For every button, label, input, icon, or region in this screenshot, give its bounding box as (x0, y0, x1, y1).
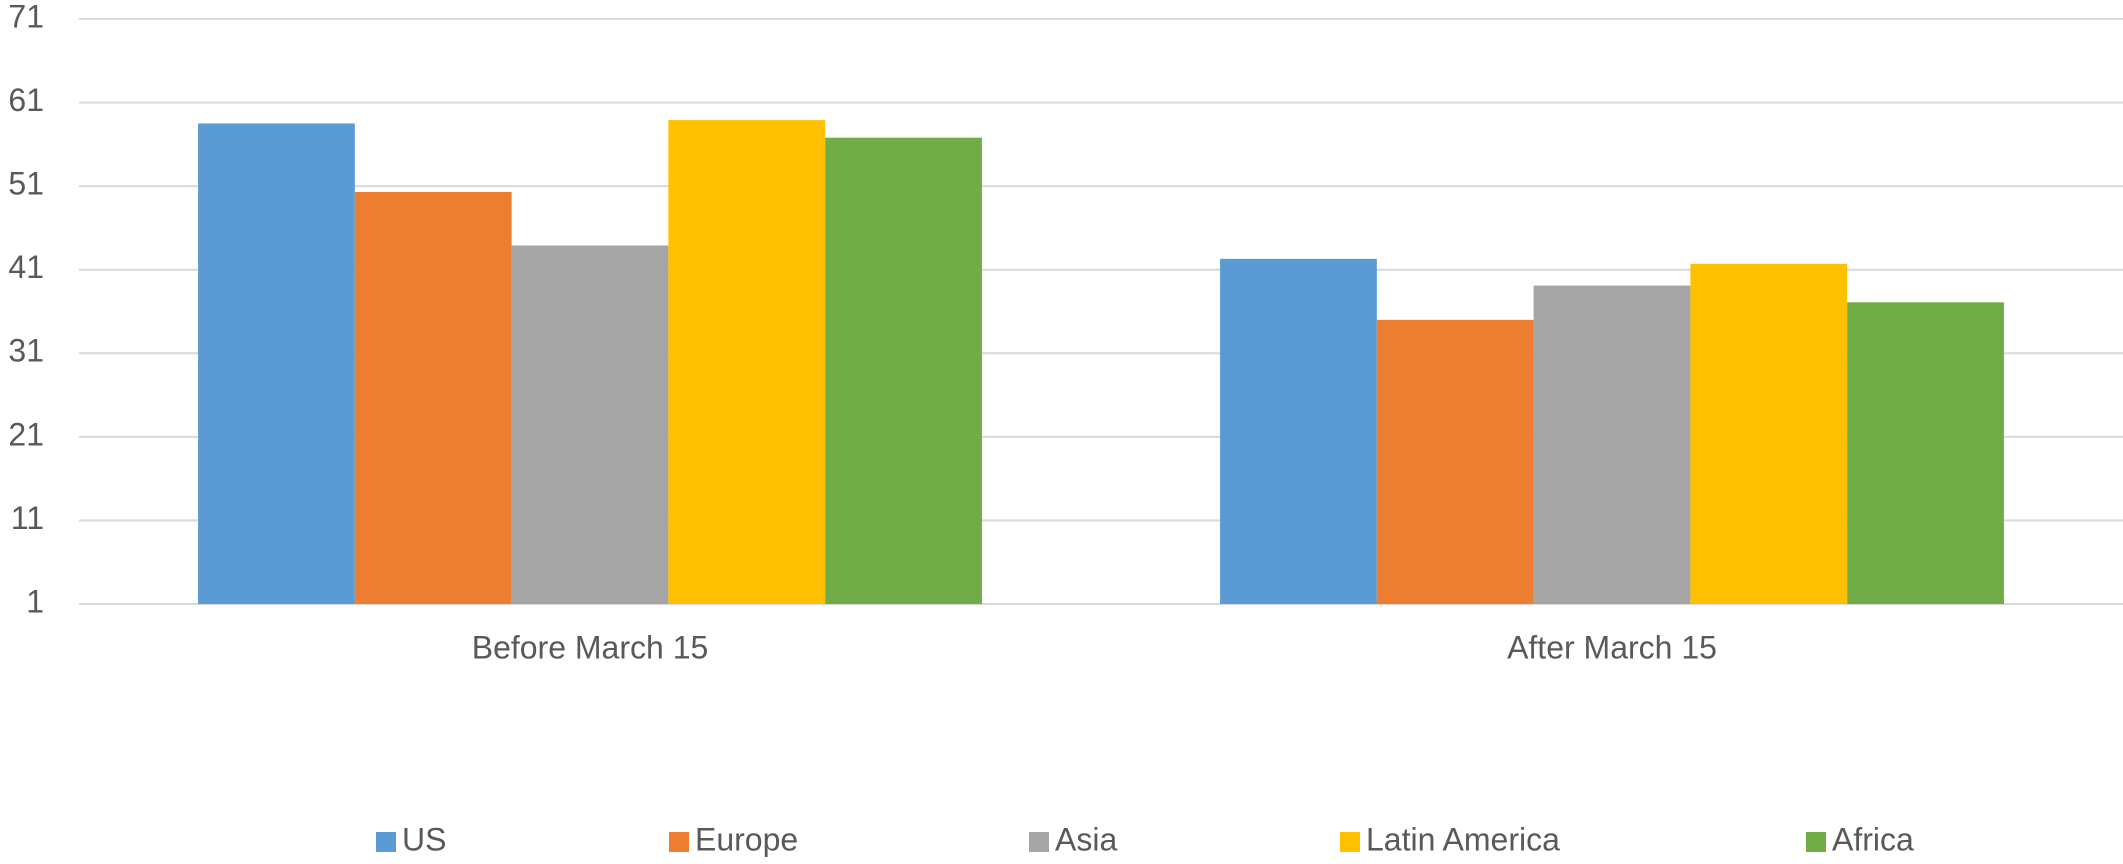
y-tick-label: 51 (8, 166, 44, 202)
legend-label: US (402, 821, 446, 857)
legend-swatch (1340, 832, 1360, 852)
y-tick-label: 41 (8, 249, 44, 285)
legend-swatch (1029, 832, 1049, 852)
legend-label: Asia (1055, 821, 1117, 857)
bar (825, 137, 982, 604)
legend-swatch (1806, 832, 1826, 852)
bar (668, 120, 826, 604)
legend-swatch (376, 832, 396, 852)
legend-label: Africa (1832, 821, 1914, 857)
legend-label: Latin America (1366, 821, 1560, 857)
y-tick-label: 31 (8, 333, 44, 369)
x-tick-label: Before March 15 (472, 629, 709, 665)
bar (1533, 285, 1691, 604)
bar (511, 245, 669, 604)
legend-swatch (669, 832, 689, 852)
bar (1690, 263, 1848, 604)
bar (1376, 319, 1534, 604)
bar (354, 191, 512, 604)
bar (1847, 302, 2004, 604)
y-tick-label: 11 (11, 500, 44, 536)
y-tick-label: 1 (26, 583, 44, 619)
legend-label: Europe (695, 821, 798, 857)
y-tick-label: 71 (8, 0, 44, 34)
bar (198, 123, 355, 604)
y-tick-label: 61 (8, 82, 44, 118)
bar (1220, 258, 1377, 604)
x-tick-label: After March 15 (1507, 629, 1717, 665)
y-tick-label: 21 (8, 416, 44, 452)
